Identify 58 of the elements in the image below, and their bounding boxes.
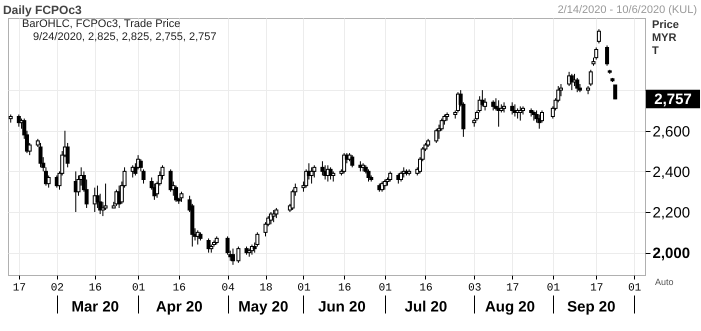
x-tick-label: 01 bbox=[132, 282, 146, 294]
x2-tick-label: Mar 20 bbox=[71, 298, 120, 316]
x2-tick-label: Apr 20 bbox=[156, 298, 203, 316]
candlestick bbox=[532, 110, 536, 122]
candlestick bbox=[613, 84, 618, 100]
candlestick bbox=[491, 100, 496, 111]
y-tick-label: 2,200 bbox=[652, 204, 690, 222]
x-tick-label: 16 bbox=[338, 282, 352, 294]
y-tick-label: 2,400 bbox=[652, 164, 690, 181]
x2-tick-label: Aug 20 bbox=[484, 298, 535, 316]
x-tick-label: 04 bbox=[221, 282, 236, 294]
x-tick-label: 03 bbox=[468, 282, 482, 294]
text: 2,757 bbox=[654, 91, 692, 108]
x-tick-label: 17 bbox=[12, 282, 26, 294]
candlestick bbox=[518, 106, 522, 122]
x2-tick-label: Jul 20 bbox=[404, 298, 448, 316]
x2-tick-label: Jun 20 bbox=[318, 298, 366, 316]
x2-tick-label: May 20 bbox=[238, 298, 288, 316]
candlestick bbox=[388, 170, 392, 182]
candlestick bbox=[502, 102, 506, 113]
x-tick-label: 01 bbox=[546, 282, 560, 294]
y-tick-label: 2,000 bbox=[652, 245, 690, 262]
x-tick-label: 01 bbox=[628, 282, 642, 294]
candlestick bbox=[382, 179, 387, 190]
candlestick bbox=[605, 44, 610, 66]
annotation: BarOHLC, FCPOc3, Trade Price bbox=[22, 18, 180, 30]
candlestick bbox=[331, 170, 336, 182]
x-tick-label: 01 bbox=[297, 282, 311, 294]
y-axis-title: Price MYR T bbox=[652, 19, 679, 57]
x-tick-label: 02 bbox=[50, 282, 64, 294]
x-tick-label: 16 bbox=[419, 282, 433, 294]
candlestick bbox=[350, 154, 354, 168]
x-tick-label: 16 bbox=[88, 282, 102, 294]
candlestick bbox=[596, 28, 601, 44]
x-tick-label: 18 bbox=[259, 282, 273, 294]
candlestick bbox=[310, 166, 314, 184]
candlestick bbox=[320, 160, 324, 176]
candlestick bbox=[168, 168, 173, 192]
x-tick-label: 17 bbox=[590, 282, 604, 294]
x-tick-label: 01 bbox=[378, 282, 392, 294]
candlestick bbox=[588, 69, 593, 87]
chart-title: Daily FCPOc3 bbox=[3, 3, 82, 17]
y-tick-label: 2,600 bbox=[652, 123, 690, 140]
chart-subtitle: 2/14/2020 - 10/6/2020 (KUL) bbox=[558, 4, 697, 16]
x-tick-label: 17 bbox=[506, 282, 520, 294]
x-tick-label: 16 bbox=[172, 282, 186, 294]
candlestick bbox=[328, 166, 333, 180]
candlestick bbox=[272, 209, 276, 223]
candlestick bbox=[510, 102, 514, 115]
candlestick bbox=[434, 128, 438, 144]
x2-tick-label: Sep 20 bbox=[567, 298, 616, 316]
annotation: 9/24/2020, 2,825, 2,825, 2,755, 2,757 bbox=[33, 31, 216, 43]
candlestick bbox=[38, 142, 43, 168]
candlestick bbox=[274, 207, 278, 219]
text: Auto bbox=[655, 277, 674, 287]
candlestick bbox=[399, 170, 404, 182]
candlestick bbox=[380, 181, 384, 192]
candlestick bbox=[342, 152, 346, 174]
